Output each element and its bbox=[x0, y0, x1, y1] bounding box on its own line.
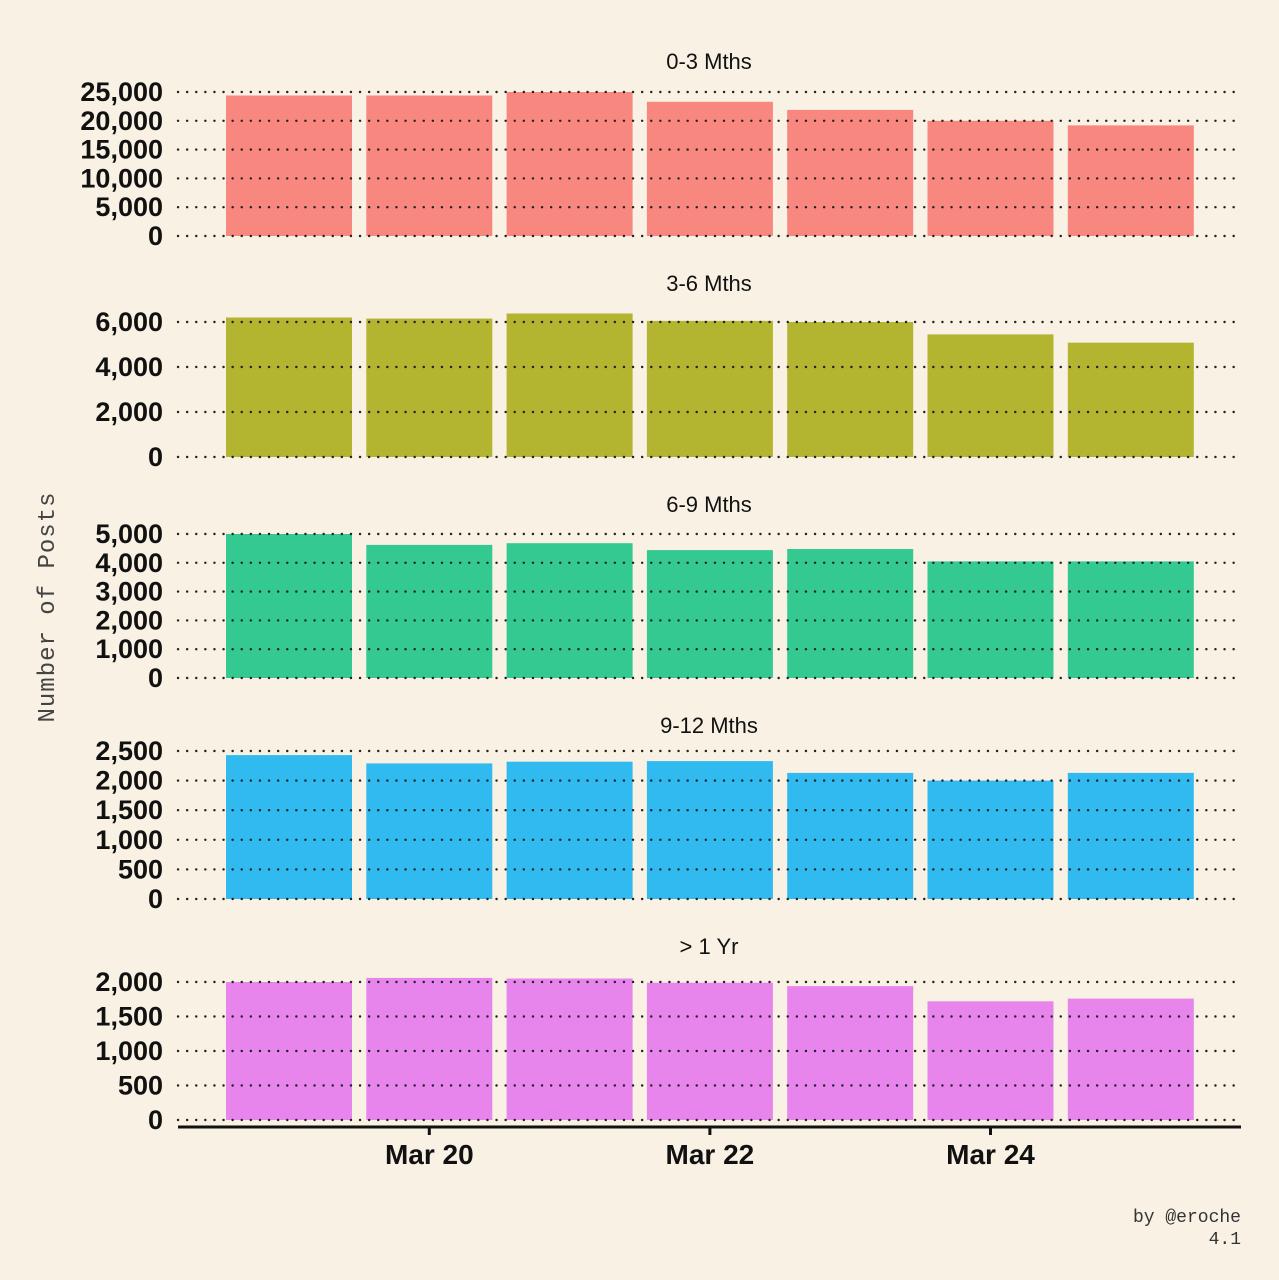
bar bbox=[646, 982, 773, 1120]
panel-title: > 1 Yr bbox=[680, 934, 739, 959]
y-tick-label: 0 bbox=[148, 221, 163, 251]
bar bbox=[1067, 772, 1194, 899]
credit-version: 4.1 bbox=[1209, 1230, 1241, 1250]
chart-panels: 0-3 Mths05,00010,00015,00020,00025,0003-… bbox=[80, 49, 1243, 1135]
bar bbox=[1067, 561, 1194, 678]
bar bbox=[1067, 998, 1194, 1120]
bar bbox=[506, 978, 633, 1120]
bar bbox=[787, 772, 914, 899]
bar bbox=[927, 334, 1054, 457]
bar bbox=[787, 322, 914, 457]
y-tick-label: 2,000 bbox=[95, 605, 163, 635]
y-tick-label: 1,000 bbox=[95, 634, 163, 664]
y-tick-label: 0 bbox=[148, 1105, 163, 1135]
bar bbox=[366, 318, 493, 457]
x-tick-label: Mar 20 bbox=[385, 1139, 474, 1170]
y-tick-label: 0 bbox=[148, 884, 163, 914]
y-tick-label: 25,000 bbox=[80, 77, 163, 107]
bar bbox=[366, 977, 493, 1120]
panel-title: 6-9 Mths bbox=[666, 492, 752, 517]
y-tick-label: 4,000 bbox=[95, 352, 163, 382]
y-tick-label: 5,000 bbox=[95, 519, 163, 549]
y-tick-label: 500 bbox=[118, 854, 163, 884]
bar bbox=[927, 561, 1054, 678]
y-tick-label: 2,000 bbox=[95, 397, 163, 427]
panel-4: > 1 Yr 0 500 1,000 1,500 2,000 bbox=[95, 934, 1243, 1135]
credit-author: by @eroche bbox=[1133, 1208, 1241, 1228]
panel-1: 3-6 Mths 0 2,000 4,000 6,000 bbox=[95, 271, 1243, 472]
y-tick-label: 6,000 bbox=[95, 307, 163, 337]
bar bbox=[1067, 125, 1194, 236]
bar bbox=[787, 549, 914, 678]
bar bbox=[506, 761, 633, 899]
bar bbox=[646, 101, 773, 236]
bar bbox=[646, 761, 773, 899]
y-tick-label: 1,500 bbox=[95, 795, 163, 825]
y-tick-label: 20,000 bbox=[80, 106, 163, 136]
y-tick-label: 0 bbox=[148, 442, 163, 472]
bar bbox=[646, 550, 773, 678]
bar bbox=[226, 755, 352, 899]
y-tick-label: 10,000 bbox=[80, 163, 163, 193]
bar bbox=[366, 763, 493, 899]
x-tick-label: Mar 24 bbox=[946, 1139, 1035, 1170]
bar bbox=[506, 313, 633, 457]
bar bbox=[506, 92, 633, 236]
y-tick-label: 2,000 bbox=[95, 967, 163, 997]
x-tick-label: Mar 22 bbox=[666, 1139, 755, 1170]
y-tick-label: 1,500 bbox=[95, 1002, 163, 1032]
bar bbox=[646, 320, 773, 457]
panel-title: 0-3 Mths bbox=[666, 49, 752, 74]
y-tick-label: 3,000 bbox=[95, 577, 163, 607]
bar bbox=[366, 95, 493, 236]
bar bbox=[226, 982, 352, 1120]
y-tick-label: 0 bbox=[148, 663, 163, 693]
y-tick-label: 5,000 bbox=[95, 192, 163, 222]
bar bbox=[1067, 342, 1194, 457]
y-tick-label: 500 bbox=[118, 1071, 163, 1101]
bar bbox=[226, 534, 352, 678]
y-tick-label: 1,000 bbox=[95, 825, 163, 855]
y-tick-label: 2,000 bbox=[95, 766, 163, 796]
panel-title: 3-6 Mths bbox=[666, 271, 752, 296]
x-axis: Mar 20 Mar 22 Mar 24 bbox=[178, 1125, 1241, 1170]
panel-title: 9-12 Mths bbox=[660, 713, 758, 738]
bar bbox=[226, 95, 352, 236]
y-tick-label: 4,000 bbox=[95, 548, 163, 578]
bar bbox=[226, 317, 352, 457]
y-tick-label: 1,000 bbox=[95, 1036, 163, 1066]
bar bbox=[787, 109, 914, 236]
bar bbox=[506, 543, 633, 678]
bar bbox=[366, 544, 493, 678]
y-tick-label: 15,000 bbox=[80, 135, 163, 165]
y-axis-label: Number of Posts bbox=[35, 491, 62, 722]
bar bbox=[927, 1001, 1054, 1120]
bar bbox=[787, 986, 914, 1120]
y-tick-label: 2,500 bbox=[95, 736, 163, 766]
